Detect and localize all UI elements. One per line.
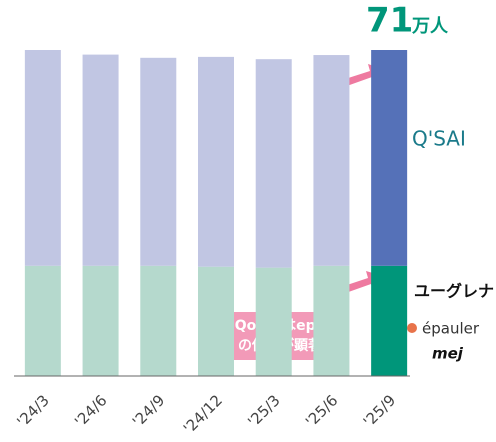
bar-segment xyxy=(198,266,234,376)
bar-segment xyxy=(313,55,350,266)
x-tick-label: '24/12 xyxy=(180,391,226,437)
x-tick-label: '24/9 xyxy=(129,391,168,430)
total-value: 71 xyxy=(366,1,413,41)
x-tick-label: '24/6 xyxy=(71,391,110,430)
x-tick-label: '25/3 xyxy=(244,391,283,430)
total-unit: 万人 xyxy=(411,16,449,37)
bar-segment xyxy=(24,50,61,266)
bar-segment xyxy=(198,56,234,267)
bar-segment xyxy=(140,57,177,266)
bar-segment xyxy=(255,59,292,268)
bar-segment xyxy=(255,267,292,376)
bar-segment xyxy=(371,50,408,266)
x-tick-label: '24/3 xyxy=(13,391,52,430)
bar-segment xyxy=(140,265,177,376)
brand: mej xyxy=(432,345,464,363)
bar-segment xyxy=(313,265,350,376)
brand: épauler xyxy=(422,320,480,338)
brand-icon xyxy=(407,323,417,333)
bar-segment xyxy=(371,265,408,376)
bar-segment xyxy=(82,54,119,266)
brand: ユーグレナ xyxy=(414,282,494,301)
bar-segment xyxy=(82,265,119,376)
bar-segment xyxy=(24,265,61,376)
brand: Q'SAI xyxy=(412,127,466,151)
x-tick-label: '25/9 xyxy=(360,391,399,430)
x-tick-label: '25/6 xyxy=(302,391,341,430)
